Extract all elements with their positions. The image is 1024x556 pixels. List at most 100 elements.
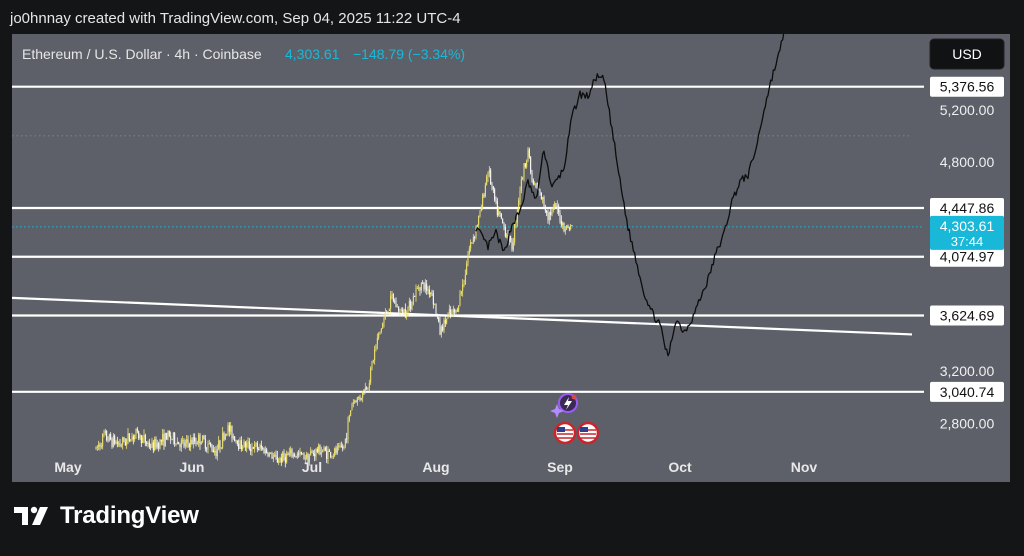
candle-body [218,440,220,450]
candle-body [567,225,569,228]
candle-body [568,227,570,230]
chart-attribution: jo0hnnay created with TradingView.com, S… [10,10,461,27]
candle-body [495,199,497,202]
event-icons[interactable] [550,393,600,445]
candle-body [275,454,277,458]
candle-body [108,434,110,441]
candle-body [562,222,564,226]
level-label: 3,624.69 [940,308,995,324]
candle-body [180,440,182,448]
candle-body [132,436,134,440]
candle-body [411,304,413,310]
candle-body [358,397,360,398]
us-flag-icon[interactable] [576,421,600,445]
currency-label: USD [952,46,982,62]
candle-body [168,431,170,436]
candle-body [399,310,401,312]
candle-body [378,333,380,338]
candle-body [336,446,338,454]
candle-body [99,444,101,447]
symbol-label: Ethereum / U.S. Dollar · 4h · Coinbase [22,46,262,62]
level-label-bg [930,381,1004,402]
candle-body [159,439,161,449]
candle-body [139,435,141,439]
candle-body [483,194,485,197]
candle-body [164,432,166,447]
candle-body [247,441,249,444]
price-chart[interactable]: 5,376.56 4,447.86 4,074.97 3,624.69 3,040.74… [11,30,1010,482]
candle-body [211,446,213,451]
candle-body [295,456,297,457]
us-flag-icon[interactable] [553,421,577,445]
candle-body [119,443,121,446]
candle-body [147,442,149,444]
candle-body [238,443,240,449]
candle-body [511,240,513,250]
candle-body [332,455,334,457]
candle-body [566,225,568,230]
candle-body [215,450,217,457]
candle-body [240,440,242,450]
candle-body [512,242,514,250]
candle-body [306,453,308,459]
chart-pane[interactable]: 5,376.56 4,447.86 4,074.97 3,624.69 3,040.74… [11,30,1010,482]
candle-body [526,161,528,167]
candle-body [175,444,177,445]
candle-body [376,337,378,345]
currency-button[interactable]: USD [929,38,1005,70]
bar-countdown: 37:44 [951,234,984,249]
tradingview-logo-icon [14,506,48,525]
candle-body [347,420,349,440]
candle-body [531,172,533,181]
candle-body [116,441,118,444]
candle-body [487,173,489,177]
candle-body [266,449,268,454]
candle-body [439,321,441,335]
x-tick-label: Nov [791,459,818,475]
candle-body [432,293,434,305]
candle-body [251,447,253,452]
candle-body [124,442,126,446]
candle-body [210,442,212,447]
candle-body [203,435,205,439]
candle-body [392,294,394,302]
candle-body [318,445,320,452]
candle-body [466,263,468,275]
candle-body [548,211,550,221]
candle-body [364,387,366,394]
projection-line [475,30,785,357]
candle-body [458,305,460,312]
candle-body [244,442,246,448]
candle-body [352,402,354,405]
candle-body [128,433,130,442]
candle-body [490,169,492,185]
x-axis: May Jun Jul Aug Sep Oct Nov [54,459,817,475]
candle-body [219,440,221,448]
candle-body [371,361,373,369]
candle-body [335,448,337,454]
y-tick-label: 5,200.00 [940,102,995,118]
candle-body [472,237,474,243]
candle-body [142,437,144,444]
candle-body [194,437,196,442]
candle-body [539,190,541,193]
candle-body [112,435,114,447]
candle-body [404,308,406,317]
candle-body [499,211,501,214]
candle-body [452,309,454,313]
candle-body [514,223,516,243]
x-tick-label: Sep [547,459,573,475]
candle-body [107,439,109,441]
chart-legend[interactable]: Ethereum / U.S. Dollar · 4h · Coinbase 4… [22,46,465,62]
lightning-event-icon[interactable] [550,393,578,418]
candle-body [222,432,224,448]
current-price-label-bg [930,215,1004,250]
candle-body [350,410,352,416]
candle-body [474,237,476,238]
candle-body [274,454,276,457]
candle-body [508,235,510,242]
candle-body [478,215,480,225]
candle-body [183,440,185,447]
candle-body [407,307,409,315]
candle-body [547,213,549,221]
